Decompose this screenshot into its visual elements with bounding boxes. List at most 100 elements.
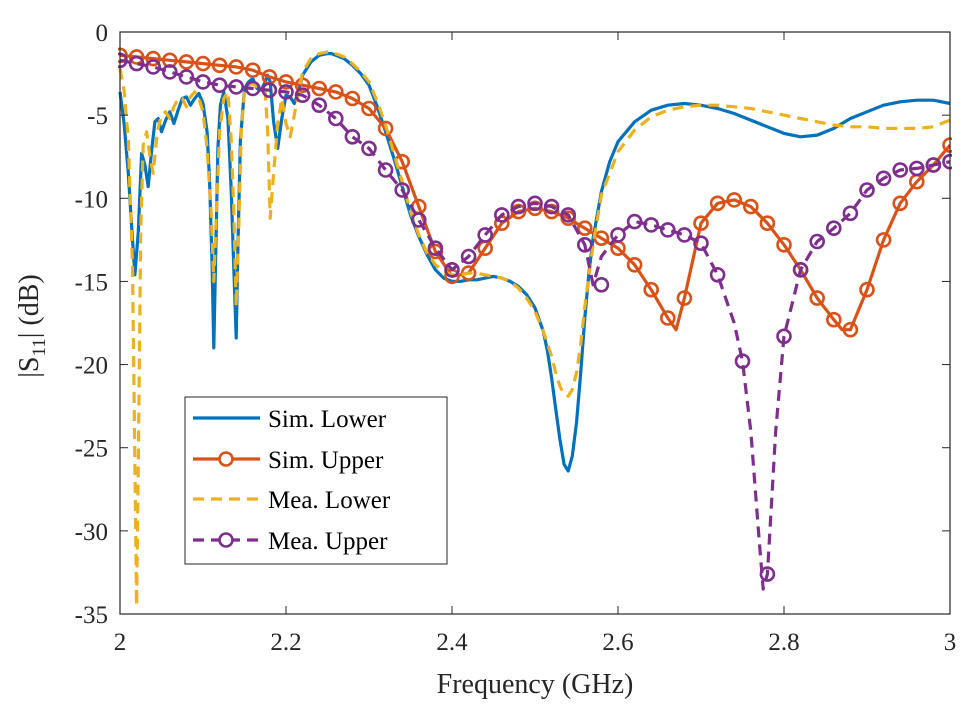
x-tick-label: 2 [114, 629, 127, 656]
data-point-mea-upper [477, 227, 494, 243]
data-point-mea-upper [460, 248, 477, 265]
data-point-sim-upper [228, 59, 244, 75]
legend-marker-sim-upper [218, 451, 234, 467]
data-point-mea-upper [610, 227, 626, 243]
y-tick-label: -20 [75, 353, 108, 380]
series-line-mea-upper [119, 58, 951, 591]
data-point-sim-upper [162, 52, 178, 69]
y-axis-title: |S11| (dB) [14, 274, 50, 377]
data-point-mea-upper [809, 233, 826, 250]
data-point-mea-upper [859, 182, 875, 198]
data-point-sim-upper [676, 290, 693, 306]
data-point-sim-upper [361, 100, 377, 117]
data-point-sim-upper [842, 321, 859, 338]
data-point-mea-upper [693, 235, 709, 251]
data-point-mea-upper [825, 220, 842, 236]
data-point-mea-upper [925, 157, 942, 173]
y-tick-label: -35 [75, 602, 108, 629]
x-axis-title: Frequency (GHz) [437, 669, 634, 700]
data-point-mea-upper [759, 566, 776, 582]
data-point-sim-upper [809, 290, 826, 306]
data-point-mea-upper [361, 140, 377, 157]
y-axis-title-s: S [14, 357, 45, 373]
y-tick-label: -15 [75, 269, 108, 296]
legend-label-mea-lower: Mea. Lower [268, 487, 391, 514]
data-point-mea-upper [576, 237, 593, 253]
x-tick-label: 2.8 [768, 629, 799, 656]
data-point-mea-upper [908, 160, 925, 177]
data-point-mea-upper [527, 195, 543, 212]
data-point-mea-upper [311, 97, 328, 113]
data-point-mea-upper [394, 182, 411, 198]
data-point-mea-upper [510, 198, 527, 215]
data-point-sim-upper [742, 198, 759, 215]
data-point-mea-upper [875, 170, 892, 187]
data-point-sim-upper [344, 90, 361, 107]
data-point-sim-upper [693, 215, 709, 231]
data-point-sim-upper [859, 281, 875, 298]
data-point-mea-upper [427, 240, 444, 256]
legend-label-sim-lower: Sim. Lower [268, 406, 387, 433]
data-point-sim-upper [245, 62, 261, 78]
data-point-sim-upper [626, 256, 643, 273]
axes-box [119, 31, 951, 615]
series-line-sim-lower [118, 51, 951, 473]
data-point-mea-upper [294, 87, 311, 103]
series-line-mea-lower [118, 50, 951, 608]
y-tick-label: -30 [75, 519, 108, 546]
data-point-mea-upper [162, 64, 178, 80]
data-point-mea-upper [195, 74, 211, 90]
data-point-mea-upper [659, 222, 676, 238]
legend-label-mea-upper: Mea. Upper [268, 528, 388, 555]
data-point-mea-upper [228, 79, 244, 95]
data-point-mea-upper [734, 353, 751, 370]
y-axis-title-sub: 11 [29, 338, 50, 356]
data-point-mea-upper [792, 261, 809, 278]
data-point-mea-upper [444, 261, 460, 278]
data-point-mea-upper [892, 162, 909, 178]
data-point-sim-upper [709, 195, 726, 212]
data-point-sim-upper [178, 54, 195, 70]
data-point-sim-upper [195, 55, 211, 72]
data-point-mea-upper [560, 207, 577, 223]
data-point-sim-upper [875, 232, 892, 248]
data-point-sim-upper [128, 49, 145, 65]
data-point-mea-upper [344, 129, 361, 145]
ticks-layer: 2 2.2 2.4 2.6 2.8 3 0 -5 -10 -15 -20 -25 -30 -35 [75, 20, 957, 656]
data-point-sim-upper [892, 195, 909, 212]
data-point-sim-upper [825, 311, 842, 328]
legend-label-sim-upper: Sim. Upper [268, 447, 384, 474]
data-point-sim-upper [643, 281, 660, 298]
data-point-mea-upper [410, 212, 427, 228]
data-point-mea-upper [543, 198, 560, 215]
data-point-mea-upper [128, 55, 145, 72]
y-tick-label: -5 [87, 103, 108, 130]
data-point-mea-upper [211, 77, 228, 93]
y-tick-label: -25 [75, 436, 108, 463]
data-point-sim-upper [726, 192, 743, 208]
data-point-mea-upper [493, 207, 510, 223]
data-point-sim-upper [659, 310, 676, 326]
data-point-sim-upper [759, 215, 776, 231]
data-point-mea-upper [377, 162, 394, 178]
y-axis-title-abs: | [14, 372, 45, 378]
data-point-mea-upper [178, 69, 195, 85]
data-point-sim-upper [576, 220, 593, 236]
data-point-sim-upper [776, 237, 792, 253]
data-point-mea-upper [643, 217, 660, 233]
x-tick-label: 2.4 [436, 629, 468, 656]
x-tick-label: 3 [944, 629, 957, 656]
data-point-sim-upper [278, 74, 294, 90]
data-point-mea-upper [327, 110, 344, 127]
data-point-mea-upper [842, 205, 859, 222]
data-point-sim-upper [211, 57, 228, 74]
data-point-mea-upper [676, 227, 693, 243]
data-point-mea-upper [593, 276, 610, 293]
y-axis-title-unit: | (dB) [14, 274, 45, 338]
x-tick-label: 2.2 [270, 629, 301, 656]
series-layer [118, 47, 952, 608]
data-point-sim-upper [145, 50, 161, 67]
data-point-mea-upper [626, 213, 643, 230]
data-point-mea-upper [709, 266, 726, 283]
